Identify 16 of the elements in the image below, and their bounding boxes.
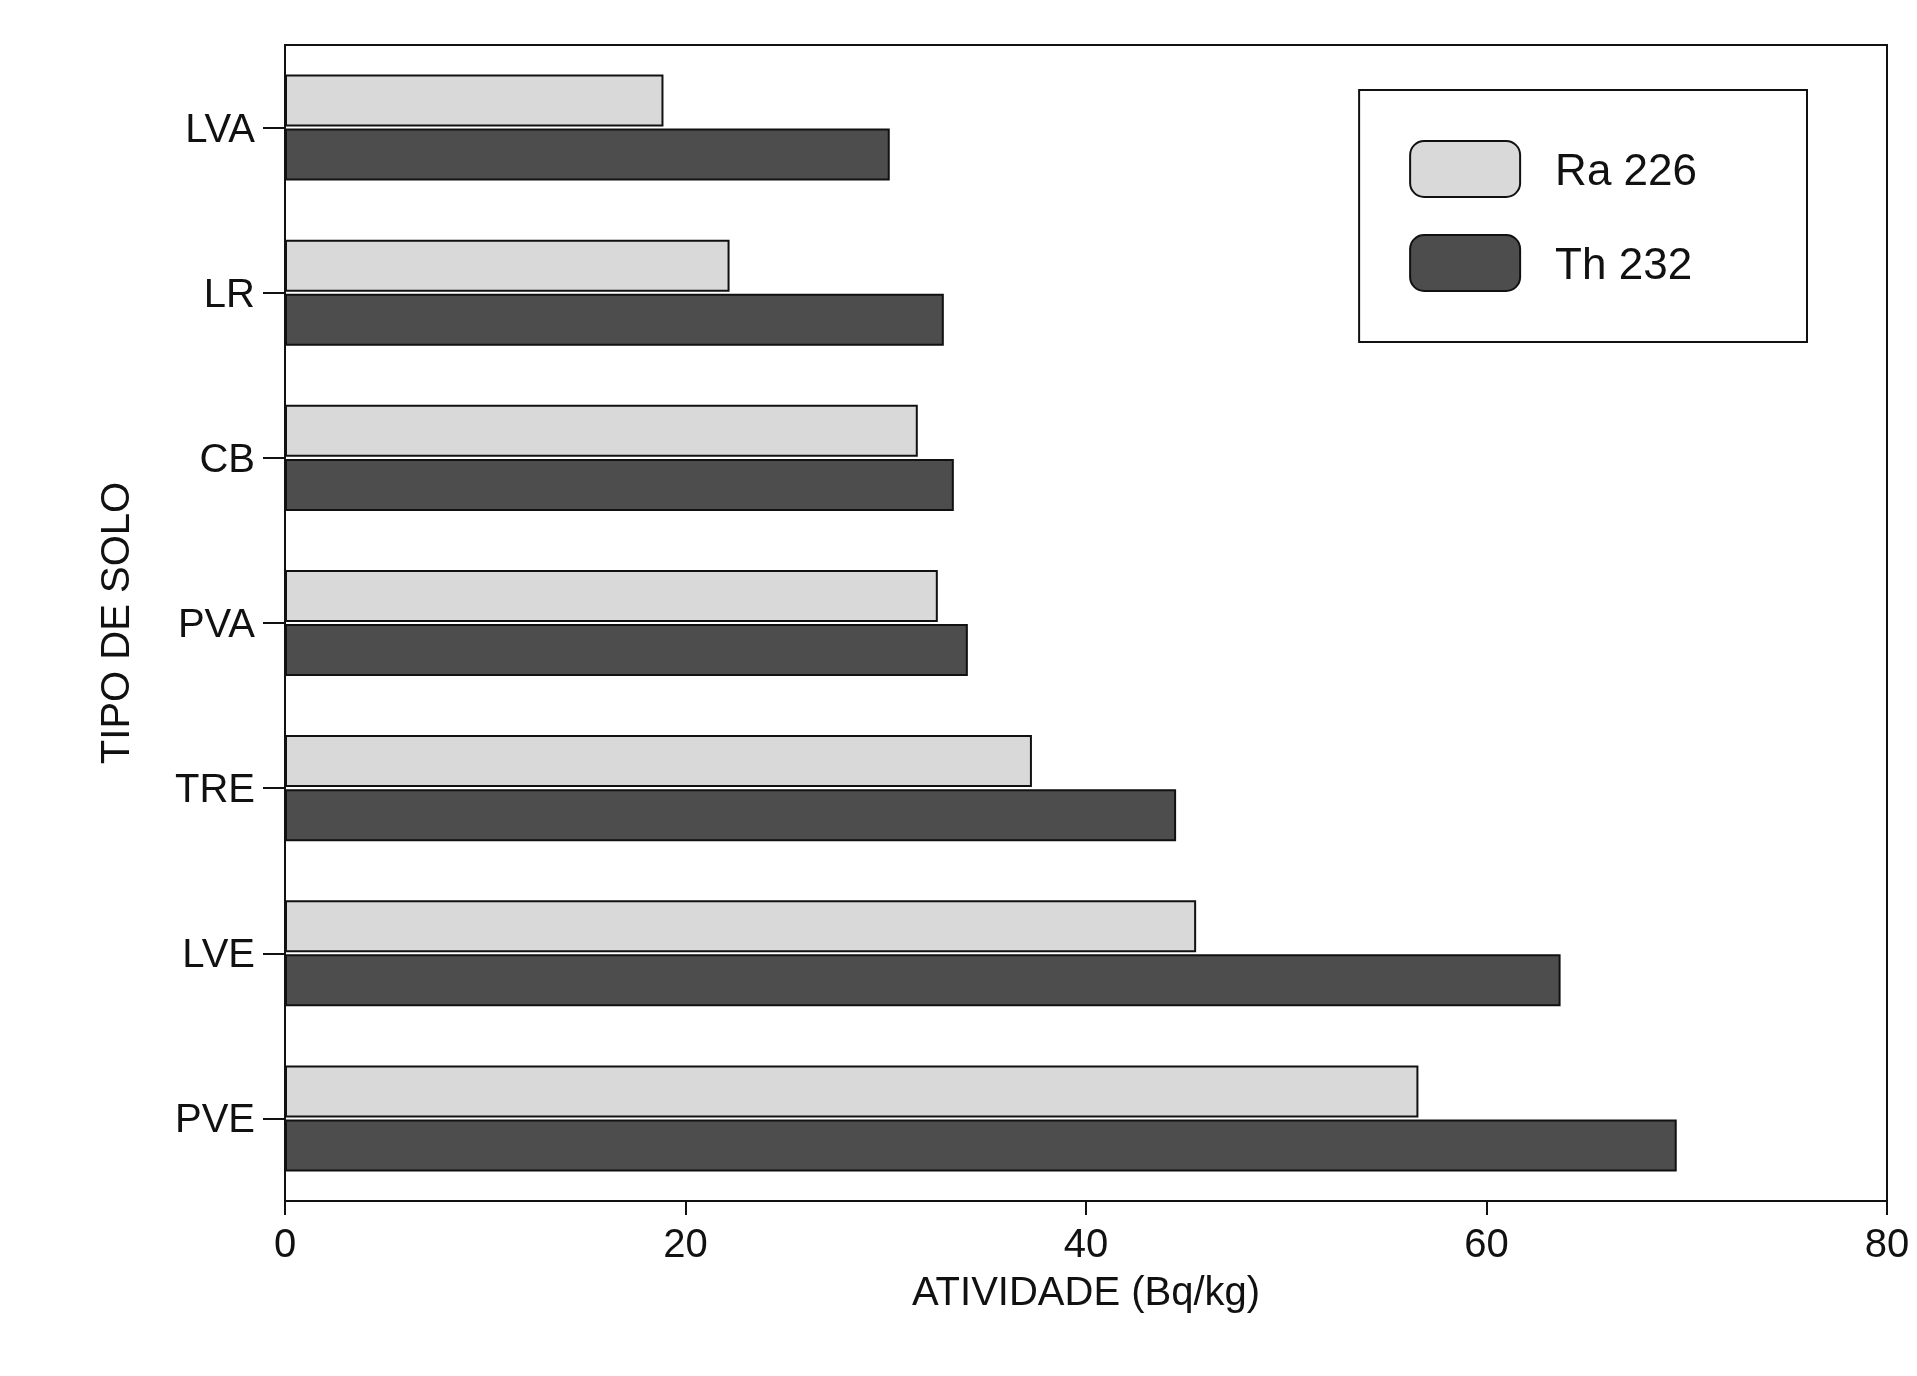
y-tick-label: PVE xyxy=(174,1096,255,1141)
y-tick-label: TRE xyxy=(175,766,255,811)
y-tick-label: CB xyxy=(199,435,255,480)
y-tick-label: LR xyxy=(203,270,255,315)
y-tick-label: LVA xyxy=(185,105,256,150)
y-axis-title: TIPO DE SOLO xyxy=(93,481,137,765)
x-tick-label: 0 xyxy=(273,1221,297,1265)
legend-label: Ra 226 xyxy=(1555,144,1698,194)
legend-label: Th 232 xyxy=(1555,238,1693,288)
x-tick-label: 40 xyxy=(1063,1221,1109,1265)
x-tick-label: 20 xyxy=(663,1221,708,1265)
y-tick-label: LVE xyxy=(182,931,255,976)
x-tick-label: 80 xyxy=(1864,1221,1910,1265)
x-tick-label: 60 xyxy=(1464,1221,1509,1265)
x-axis-title: ATIVIDADE (Bq/kg) xyxy=(911,1269,1261,1313)
y-tick-label: PVA xyxy=(177,601,256,645)
